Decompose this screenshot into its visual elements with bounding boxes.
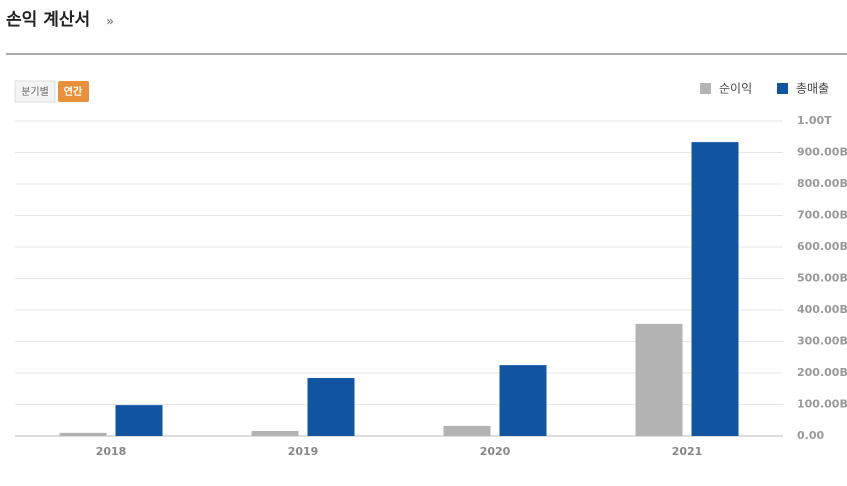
y-tick-label: 700.00B (797, 209, 847, 222)
y-tick-label: 200.00B (797, 366, 847, 379)
bar (443, 425, 491, 436)
bar (499, 365, 547, 436)
x-tick-label: 2021 (672, 445, 703, 458)
y-tick-label: 500.00B (797, 272, 847, 285)
legend-label: 총매출 (796, 82, 829, 96)
y-tick-label: 800.00B (797, 177, 847, 190)
y-tick-label: 300.00B (797, 335, 847, 348)
bar (307, 378, 355, 436)
bar (59, 432, 107, 436)
x-tick-label: 2020 (480, 445, 511, 458)
more-link[interactable]: » (106, 15, 114, 30)
y-tick-label: 900.00B (797, 146, 847, 159)
y-tick-label: 400.00B (797, 303, 847, 316)
legend-swatch (777, 83, 788, 94)
y-tick-label: 1.00T (797, 114, 832, 127)
legend-label: 순이익 (719, 82, 752, 96)
x-tick-label: 2019 (288, 445, 319, 458)
bar (115, 405, 163, 436)
bar (251, 430, 299, 436)
y-tick-label: 600.00B (797, 240, 847, 253)
quarter-button-label[interactable]: 분기별 (21, 86, 49, 98)
annual-button-label[interactable]: 연간 (64, 85, 83, 98)
quarter-button[interactable] (14, 80, 56, 103)
y-tick-label: 0.00 (797, 429, 824, 442)
annual-button[interactable] (58, 81, 89, 102)
section-title: 손익 계산서 (6, 10, 90, 30)
legend-swatch (700, 83, 711, 94)
bar (635, 323, 683, 436)
bar (691, 142, 739, 437)
x-tick-label: 2018 (96, 445, 127, 458)
y-tick-label: 100.00B (797, 398, 847, 411)
